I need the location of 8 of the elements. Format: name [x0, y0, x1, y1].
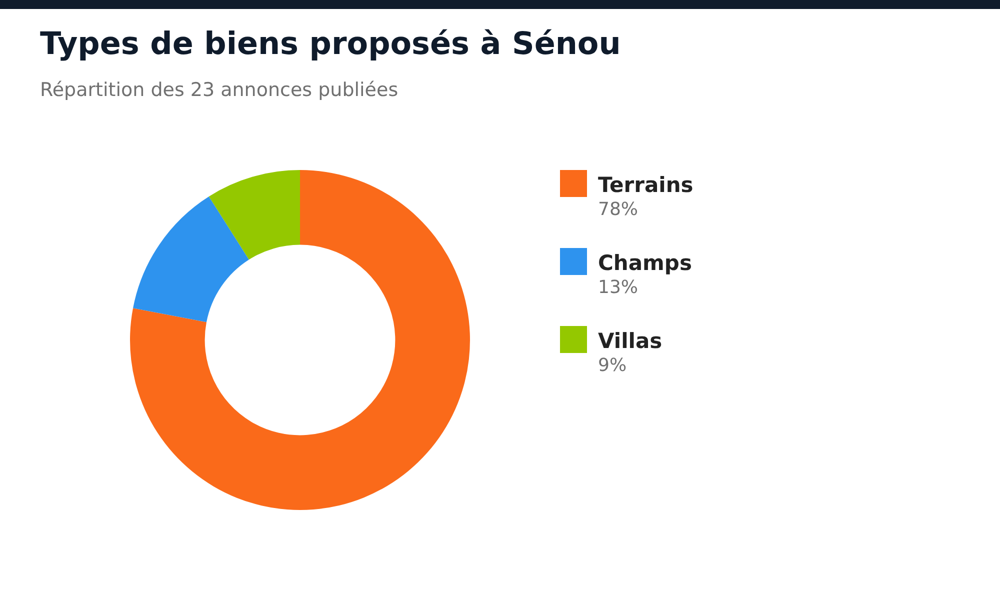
data-label: 13%: [598, 277, 638, 298]
data-label: 78%: [598, 199, 638, 220]
legend-label: Terrains: [598, 173, 694, 197]
legend-label: Champs: [598, 251, 692, 275]
chart-title: Types de biens proposés à Sénou: [40, 26, 621, 62]
data-label: 9%: [598, 355, 627, 376]
legend-label: Villas: [598, 329, 662, 353]
chart-subtitle: Répartition des 23 annonces publiées: [40, 79, 398, 101]
